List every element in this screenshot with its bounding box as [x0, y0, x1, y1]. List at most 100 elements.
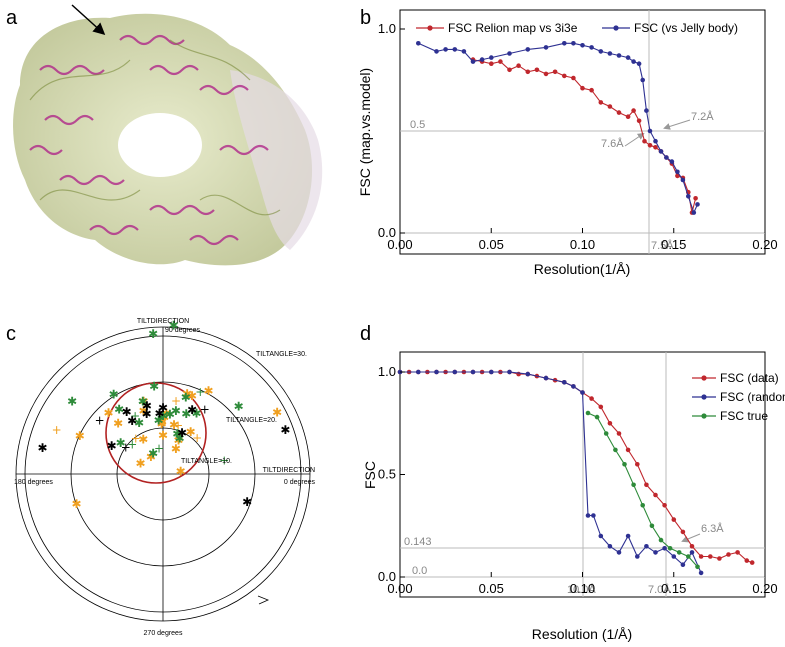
- polar-point: ✱: [142, 399, 152, 413]
- data-point: [644, 544, 649, 549]
- data-point: [607, 104, 613, 109]
- polar-point: ✱: [154, 413, 164, 427]
- protein-structure-image: [13, 4, 323, 266]
- data-point: [717, 556, 722, 561]
- data-point: [443, 47, 448, 52]
- polar-point: ✱: [165, 407, 175, 421]
- data-point: [658, 149, 664, 154]
- data-point: [580, 85, 585, 91]
- resolution-label-10: 10.0Å: [567, 583, 596, 596]
- data-point: [543, 45, 549, 50]
- series-line-1: [418, 42, 699, 215]
- data-point: [686, 194, 691, 199]
- polar-point: ✱: [122, 405, 132, 419]
- x-tick-label: 0.10: [570, 581, 595, 596]
- threshold-label: 0.143: [404, 536, 432, 548]
- panel-label-a: a: [6, 7, 18, 29]
- polar-point: ✱: [171, 404, 181, 418]
- x-tick-label: 0.15: [661, 237, 686, 252]
- polar-point: +: [219, 453, 229, 467]
- data-point: [598, 49, 604, 54]
- data-point: [616, 431, 622, 436]
- y-tick-label: 1.0: [378, 21, 396, 36]
- label-90-degrees: 90 degrees: [165, 327, 201, 334]
- data-point: [622, 462, 627, 467]
- data-point: [416, 369, 421, 375]
- data-point: [653, 550, 658, 555]
- polar-point: ✱: [181, 407, 191, 421]
- central-pore: [118, 113, 202, 177]
- data-point: [695, 202, 700, 207]
- x-tick-label: 0.10: [570, 237, 595, 252]
- data-point: [616, 110, 622, 115]
- data-point: [625, 55, 631, 60]
- polar-point: ✱: [157, 417, 167, 431]
- polar-point: +: [171, 394, 181, 408]
- x-tick-label: 0.00: [387, 237, 412, 252]
- data-point: [479, 57, 485, 62]
- data-point: [603, 431, 609, 436]
- data-point: [543, 375, 549, 381]
- polar-point: +: [195, 385, 205, 399]
- polar-point: ✱: [142, 407, 152, 421]
- tick-notch: [257, 595, 270, 605]
- data-point: [589, 45, 594, 50]
- data-point: [680, 529, 686, 535]
- polar-point: ✱: [181, 391, 191, 405]
- legend-label-random: FSC (random10Å): [720, 389, 785, 404]
- polar-point: ✱: [158, 429, 168, 443]
- data-point: [749, 560, 755, 565]
- ribbon-strands: [29, 39, 281, 216]
- arrow-7.2: [663, 119, 691, 130]
- data-point: [669, 159, 675, 164]
- panel-label-b: b: [360, 7, 371, 29]
- data-point: [726, 552, 731, 557]
- polar-point: +: [130, 409, 140, 423]
- data-point: [589, 396, 594, 401]
- series-line-0: [472, 59, 697, 213]
- label-tiltangle-30: TILTANGLE=30.: [256, 351, 307, 358]
- polar-point: ✱: [67, 395, 77, 409]
- data-point: [636, 61, 642, 66]
- polar-point: +: [154, 441, 164, 455]
- polar-point: ✱: [116, 436, 126, 450]
- polar-point: ✱: [149, 380, 159, 394]
- polar-point: ✱: [159, 411, 169, 425]
- data-point: [525, 47, 531, 52]
- data-point: [744, 558, 750, 563]
- polar-point: ✱: [148, 327, 158, 341]
- data-point: [647, 143, 653, 148]
- legend-label-jelly: FSC (vs Jelly body): [634, 21, 738, 35]
- polar-point: ✱: [172, 427, 182, 441]
- data-point: [571, 41, 576, 46]
- points-group: ✱✱✱✱+✱✱✱✱+✱✱✱✱ +✱✱ ✱✱+ ✱✱✱✱+✱✱✱✱✱✱✱+✱✱✱✱ +✱✱…: [37, 319, 290, 512]
- data-point: [507, 51, 512, 56]
- data-point: [470, 369, 476, 375]
- arrow-6.3: [681, 533, 701, 543]
- series-group: [397, 369, 755, 576]
- y-tick-label: 0.5: [378, 467, 396, 482]
- data-point: [571, 75, 576, 81]
- series-line-1: [400, 371, 702, 574]
- polar-point: ✱: [109, 388, 119, 402]
- x-axis-label: Resolution(1/Å): [534, 261, 631, 277]
- polar-point: ✱: [139, 394, 149, 408]
- data-point: [698, 554, 704, 559]
- polar-point: ✱: [75, 429, 85, 443]
- x-axis-label: Resolution (1/Å): [532, 626, 632, 642]
- x-tick-label: 0.20: [752, 581, 777, 596]
- data-point: [452, 369, 458, 375]
- data-point: [552, 69, 558, 75]
- data-point: [642, 138, 647, 144]
- polar-point: ✱: [135, 457, 145, 471]
- data-point: [689, 550, 695, 555]
- data-point: [416, 41, 421, 46]
- polar-point: ✱: [138, 394, 148, 408]
- legend-label-true: FSC true: [720, 409, 768, 423]
- polar-point: ✱: [134, 416, 144, 430]
- data-point: [507, 369, 512, 375]
- data-point: [585, 410, 591, 416]
- polar-point: +: [192, 431, 202, 445]
- label-0-degrees: 0 degrees: [284, 479, 316, 486]
- y-tick-label: 1.0: [378, 364, 396, 379]
